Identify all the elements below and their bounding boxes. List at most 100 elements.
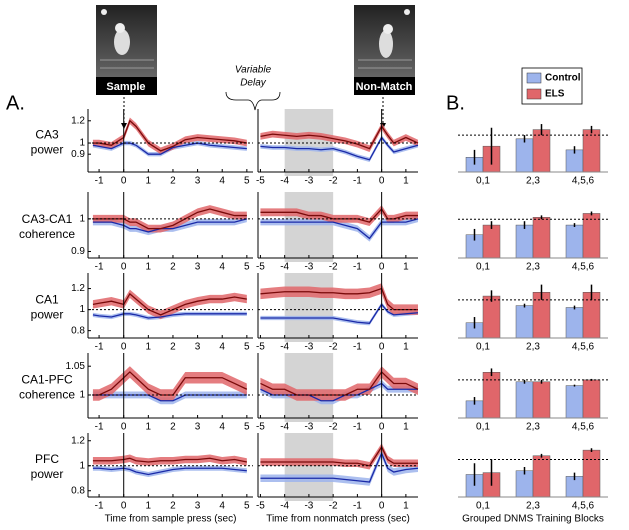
bar: [582, 379, 601, 419]
bar: [582, 129, 601, 173]
y-tick-label: 1.2: [71, 115, 85, 126]
x-tick-label: 0: [121, 501, 127, 512]
x-tick-label: -1: [95, 342, 104, 353]
y-tick-label: 0.8: [71, 325, 85, 336]
y-axis-label: power: [31, 308, 64, 322]
y-tick-label: 1: [79, 460, 85, 471]
x-tick-label: 0: [379, 342, 385, 353]
y-axis-label: CA1: [35, 293, 59, 307]
x-tick-label: -4: [280, 342, 289, 353]
x-tick-label: 2,3: [526, 176, 540, 187]
x-tick-label: 2,3: [526, 501, 540, 512]
error-band: [92, 205, 247, 233]
y-tick-label: 1.2: [71, 435, 85, 446]
x-tick-label: 2: [170, 422, 176, 433]
x-tick-label: 0: [379, 176, 385, 187]
x-tick-label: 4,5,6: [572, 501, 595, 512]
x-tick-label: -5: [256, 262, 265, 273]
x-tick-label: 4: [219, 501, 225, 512]
x-tick-label: 0: [379, 422, 385, 433]
series-line: [260, 370, 419, 396]
series-line: [92, 394, 247, 402]
y-axis-label: PFC: [35, 452, 59, 466]
y-tick-label: 1: [79, 390, 85, 401]
y-axis-label: coherence: [19, 388, 75, 402]
x-tick-label: 1: [146, 262, 152, 273]
x-tick-label: -4: [280, 501, 289, 512]
x-tick-label: 0,1: [476, 342, 490, 353]
x-tick-label: 0: [121, 422, 127, 433]
x-tick-label: -1: [353, 262, 362, 273]
x-tick-label: -1: [95, 262, 104, 273]
x-tick-label: -1: [95, 501, 104, 512]
nonmatch-photo: [354, 5, 415, 95]
x-tick-label: 2,3: [526, 262, 540, 273]
sample-photo: [96, 5, 157, 95]
x-tick-label: 0: [379, 501, 385, 512]
bar: [515, 138, 534, 173]
bar: [515, 470, 534, 498]
x-tick-label: 0,1: [476, 501, 490, 512]
series-line: [260, 451, 419, 483]
delay-label: Variable: [235, 65, 272, 76]
x-tick-label: -2: [329, 342, 338, 353]
x-tick-label: 4: [219, 342, 225, 353]
x-tick-label: 5: [244, 262, 250, 273]
y-tick-label: 0.9: [71, 246, 85, 257]
x-tick-label: 0,1: [476, 176, 490, 187]
legend-label: Control: [545, 73, 581, 84]
x-tick-label: 2,3: [526, 422, 540, 433]
x-tick-label: 3: [195, 176, 201, 187]
x-tick-label: 0: [121, 342, 127, 353]
error-band: [260, 443, 418, 470]
series-line: [260, 445, 418, 467]
x-tick-label: -3: [304, 501, 313, 512]
x-tick-label: 4: [219, 262, 225, 273]
bar: [532, 381, 551, 419]
error-band: [260, 123, 418, 152]
y-tick-label: 1: [79, 213, 85, 224]
bar: [515, 224, 534, 259]
x-tick-label: 1: [403, 501, 409, 512]
error-band: [260, 449, 418, 486]
panel-label: A.: [6, 92, 25, 114]
series-line: [260, 136, 419, 161]
x-tick-label: -3: [304, 342, 313, 353]
x-tick-label: 1: [146, 342, 152, 353]
x-tick-label: 5: [244, 342, 250, 353]
x-tick-label: 1: [403, 176, 409, 187]
x-tick-label: 0: [379, 262, 385, 273]
series-line: [92, 142, 247, 155]
legend-label: ELS: [545, 89, 565, 100]
series-line: [260, 218, 419, 240]
x-tick-label: 2: [170, 342, 176, 353]
delay-label: Delay: [240, 78, 267, 89]
y-tick-label: 0.9: [71, 149, 85, 160]
x-tick-label: 4,5,6: [572, 262, 595, 273]
series-line: [260, 125, 419, 150]
panel-label: B.: [446, 92, 465, 114]
bar: [565, 385, 584, 419]
x-tick-label: -3: [304, 176, 313, 187]
x-tick-label: -1: [353, 422, 362, 433]
series-line: [260, 303, 419, 324]
bar: [582, 449, 601, 498]
x-tick-label: 3: [195, 342, 201, 353]
x-tick-label: -2: [329, 176, 338, 187]
x-tick-label: 5: [244, 422, 250, 433]
x-tick-label: 0,1: [476, 422, 490, 433]
shaded-window: [284, 192, 334, 262]
y-axis-label: power: [31, 467, 64, 481]
x-tick-label: -5: [256, 501, 265, 512]
x-tick-label: -2: [329, 501, 338, 512]
series-line: [92, 208, 247, 230]
y-axis-label: CA3-CA1: [22, 212, 73, 226]
x-tick-label: 2: [170, 501, 176, 512]
error-band: [260, 205, 418, 227]
x-tick-label: 3: [195, 422, 201, 433]
x-tick-label: 2: [170, 176, 176, 187]
bar: [515, 381, 534, 419]
x-tick-label: 4,5,6: [572, 422, 595, 433]
x-tick-label: -4: [280, 422, 289, 433]
